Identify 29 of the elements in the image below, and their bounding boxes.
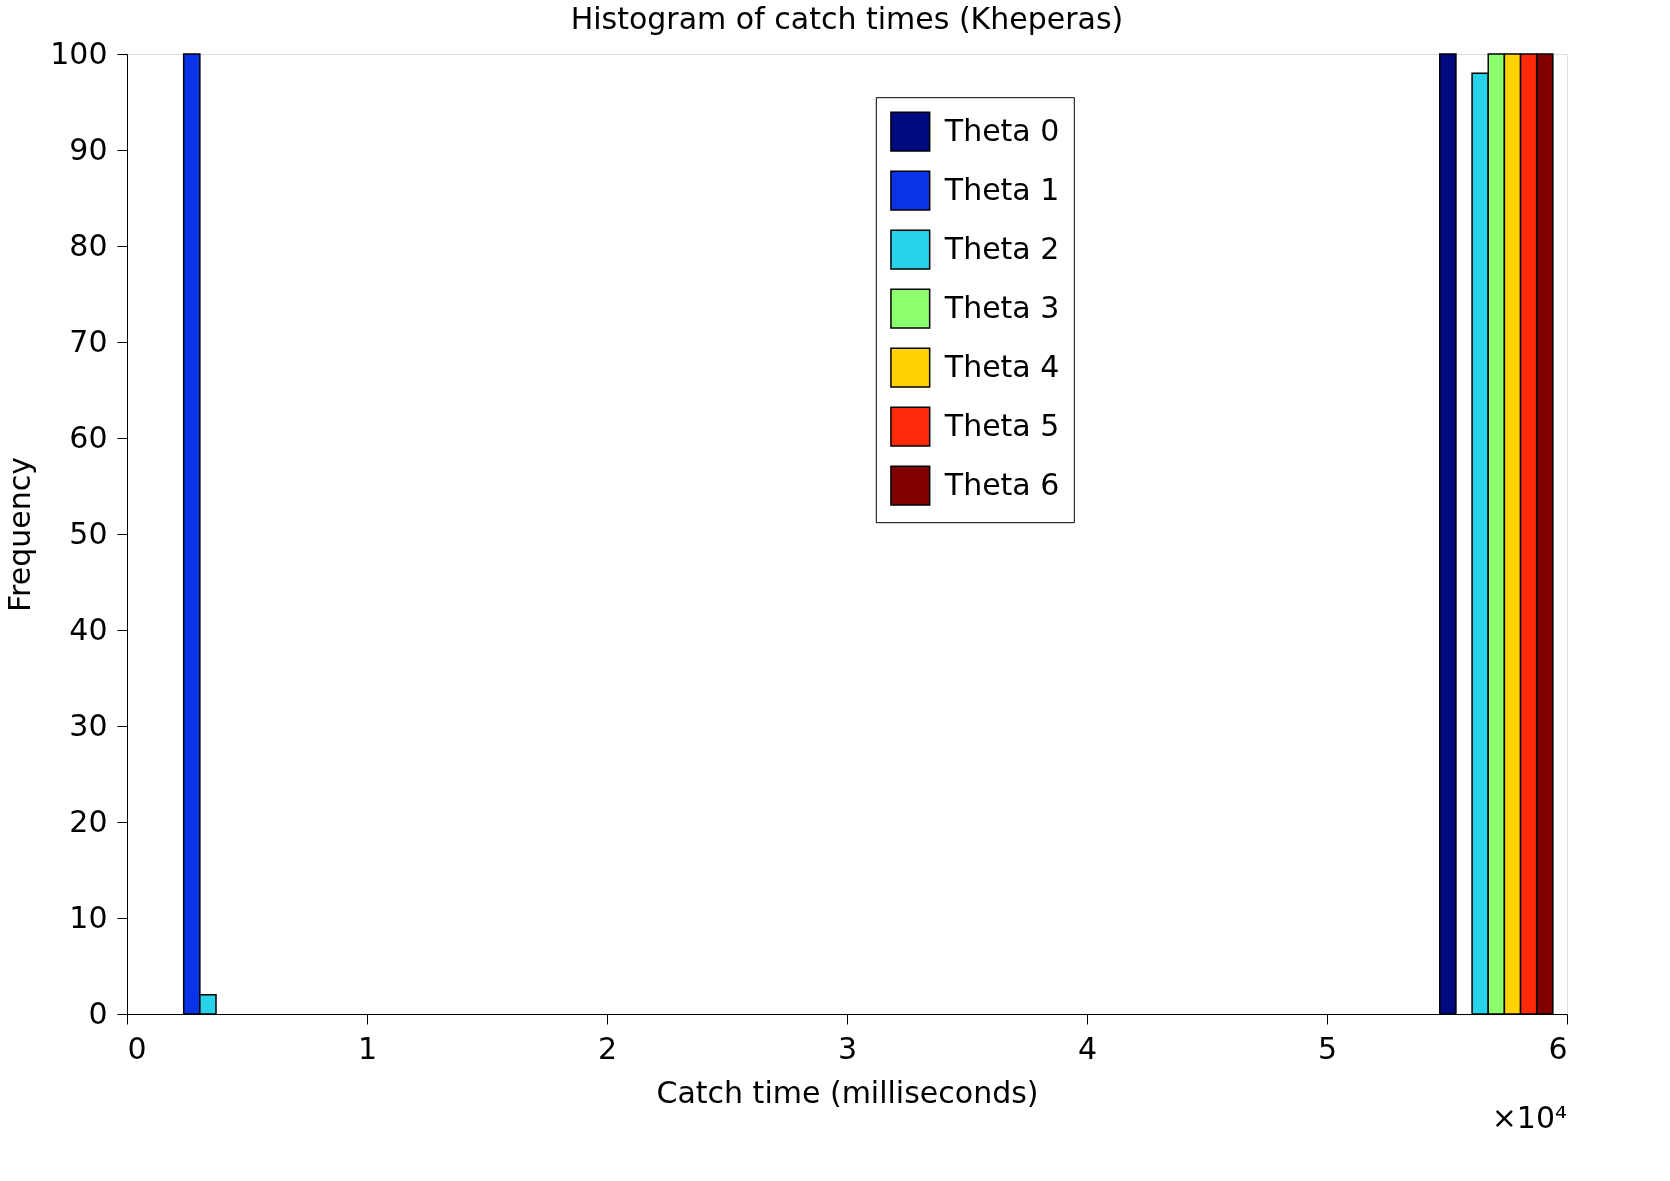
y-tick-label: 40	[69, 611, 108, 647]
x-tick-label: 0	[127, 1030, 147, 1066]
legend-label: Theta 6	[943, 466, 1060, 502]
y-tick-label: 80	[69, 227, 108, 263]
y-tick-label: 70	[69, 323, 108, 359]
y-tick-label: 30	[69, 707, 108, 743]
legend-label: Theta 1	[943, 171, 1060, 207]
legend-label: Theta 4	[943, 348, 1060, 384]
y-axis-title: Frequency	[2, 457, 38, 612]
y-tick-label: 50	[69, 515, 108, 551]
x-tick-label: 1	[357, 1030, 378, 1066]
legend-label: Theta 2	[943, 230, 1060, 266]
x-tick-label: 2	[597, 1030, 618, 1066]
legend-label: Theta 3	[943, 289, 1060, 325]
chart-title: Histogram of catch times (Kheperas)	[570, 1, 1124, 36]
y-tick-label: 100	[50, 35, 108, 71]
legend-label: Theta 5	[943, 407, 1060, 443]
legend-label: Theta 0	[943, 112, 1060, 148]
text: ×10⁴	[1491, 1100, 1567, 1135]
y-tick-label: 0	[88, 995, 108, 1031]
x-tick-label: 3	[837, 1030, 858, 1066]
y-tick-label: 10	[69, 899, 108, 935]
x-tick-label: 5	[1317, 1030, 1338, 1066]
y-tick-label: 90	[69, 131, 108, 167]
x-axis-title: Catch time (milliseconds)	[656, 1074, 1039, 1110]
x-tick-label: 4	[1077, 1030, 1098, 1066]
y-tick-label: 20	[69, 803, 108, 839]
x-tick-label: 6	[1548, 1030, 1568, 1066]
y-tick-label: 60	[69, 419, 108, 455]
